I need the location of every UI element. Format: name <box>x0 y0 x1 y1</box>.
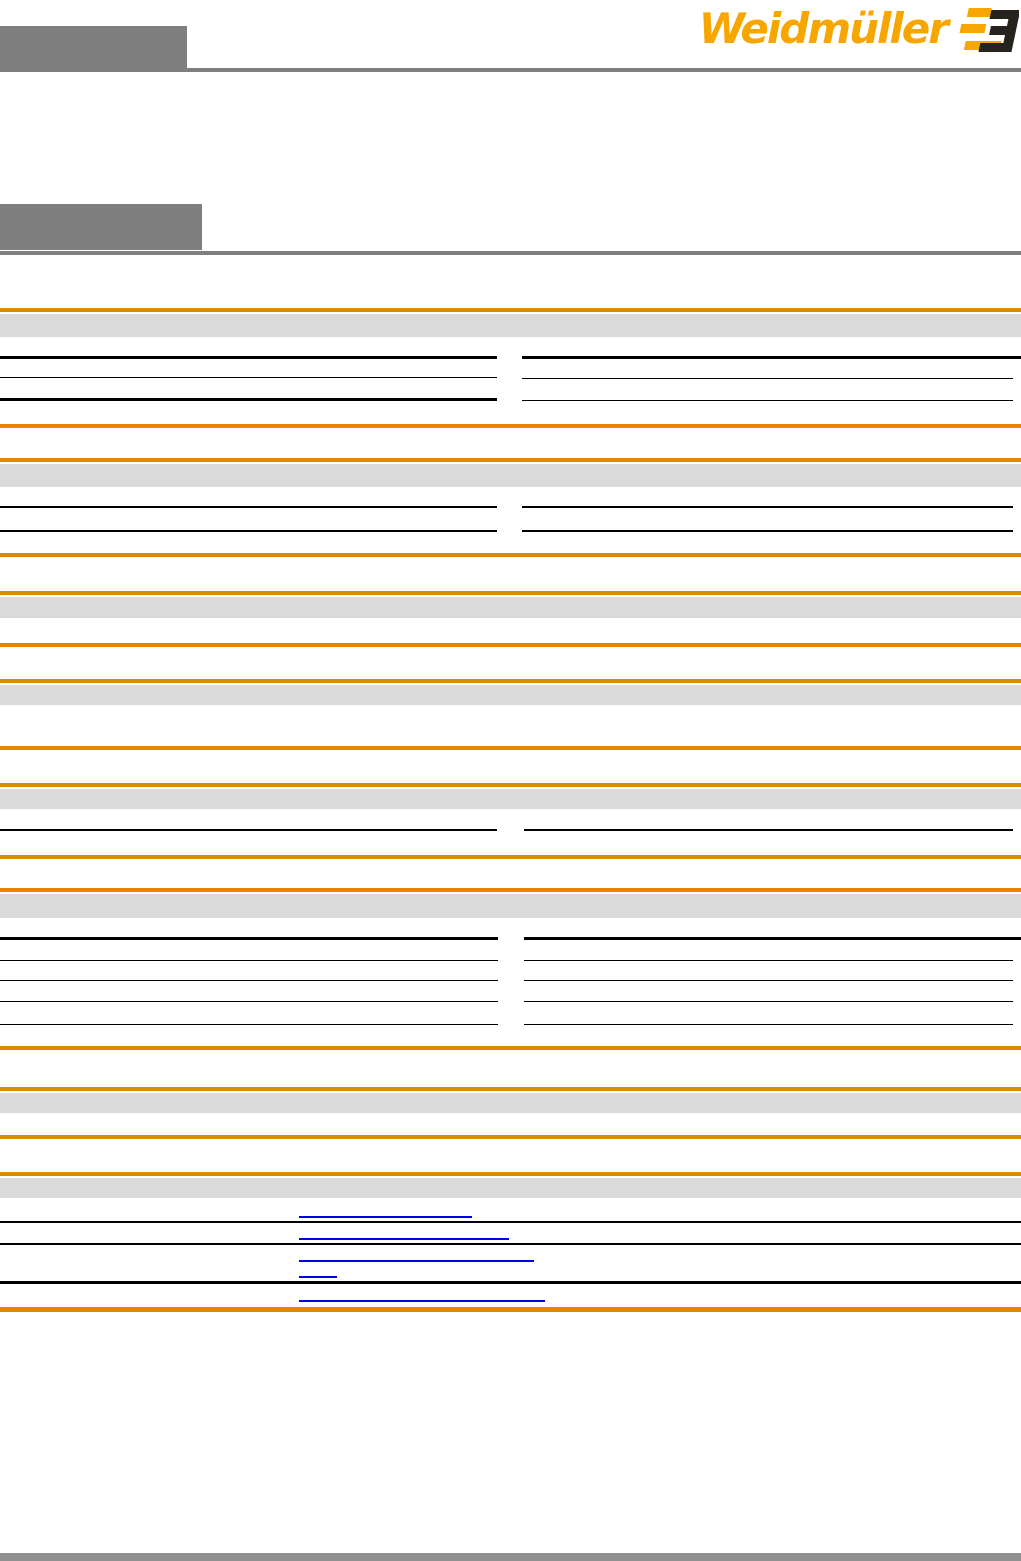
table-row-rule <box>522 378 1013 380</box>
orange-divider-rule <box>0 1046 1021 1050</box>
orange-divider-rule <box>0 553 1021 557</box>
table-row-rule <box>0 1243 1021 1245</box>
gray-section-band <box>0 1093 1021 1113</box>
brand-logo-text: Weidmüller <box>698 4 949 53</box>
table-row-rule <box>0 960 498 962</box>
table-row-rule <box>524 1024 1013 1026</box>
table-row-rule <box>522 506 1013 508</box>
orange-divider-rule <box>0 783 1021 787</box>
table-row-rule <box>522 530 1013 532</box>
table-row-rule <box>0 530 497 532</box>
orange-divider-rule <box>0 1135 1021 1139</box>
table-section-rule <box>0 1281 1021 1285</box>
table-row-rule <box>0 506 497 508</box>
orange-divider-rule <box>0 888 1021 892</box>
orange-divider-rule <box>0 458 1021 462</box>
gray-section-band <box>0 314 1021 337</box>
orange-divider-rule <box>0 855 1021 859</box>
weidmueller-logo-mark-icon <box>959 8 1019 52</box>
orange-divider-rule <box>0 591 1021 595</box>
footer-bar <box>0 1553 1021 1561</box>
orange-divider-rule <box>0 746 1021 750</box>
document-link-underline-3[interactable] <box>299 1260 534 1262</box>
table-row-rule <box>0 398 497 401</box>
table-row-rule <box>524 960 1013 962</box>
orange-divider-rule <box>0 1307 1021 1312</box>
table-row-rule <box>522 400 1013 402</box>
document-link-underline-5[interactable] <box>299 1300 545 1302</box>
table-header-rule <box>0 937 498 940</box>
orange-divider-rule <box>0 679 1021 683</box>
table-row-rule <box>524 1001 1013 1003</box>
gray-section-band <box>0 789 1021 809</box>
table-header-rule <box>524 937 1021 940</box>
document-link-underline-1[interactable] <box>299 1216 472 1218</box>
document-link-underline-4[interactable] <box>299 1276 337 1278</box>
orange-divider-rule <box>0 643 1021 647</box>
section-divider-rule <box>0 251 1021 255</box>
table-row-rule <box>0 1221 1021 1223</box>
table-header-rule <box>0 356 497 359</box>
gray-section-band <box>0 894 1021 918</box>
table-row-rule <box>0 980 498 982</box>
table-row-rule <box>0 829 497 831</box>
gray-section-band <box>0 464 1021 487</box>
gray-section-band <box>0 685 1021 705</box>
table-row-rule <box>0 377 497 379</box>
gray-section-band <box>0 1178 1021 1198</box>
table-header-rule <box>522 356 1021 359</box>
orange-divider-rule <box>0 1172 1021 1176</box>
gray-section-band <box>0 597 1021 618</box>
header-divider-rule <box>0 68 1021 72</box>
document-link-underline-2[interactable] <box>299 1238 509 1240</box>
table-row-rule <box>524 980 1013 982</box>
table-row-rule <box>0 1001 498 1003</box>
section-title-box-header <box>0 26 187 70</box>
orange-divider-rule <box>0 424 1021 428</box>
section-title-box-product <box>0 204 202 250</box>
table-row-rule <box>0 1024 498 1026</box>
table-row-rule <box>524 829 1013 831</box>
orange-divider-rule <box>0 1087 1021 1091</box>
brand-logo: Weidmüller <box>699 4 1019 60</box>
orange-divider-rule <box>0 308 1021 312</box>
